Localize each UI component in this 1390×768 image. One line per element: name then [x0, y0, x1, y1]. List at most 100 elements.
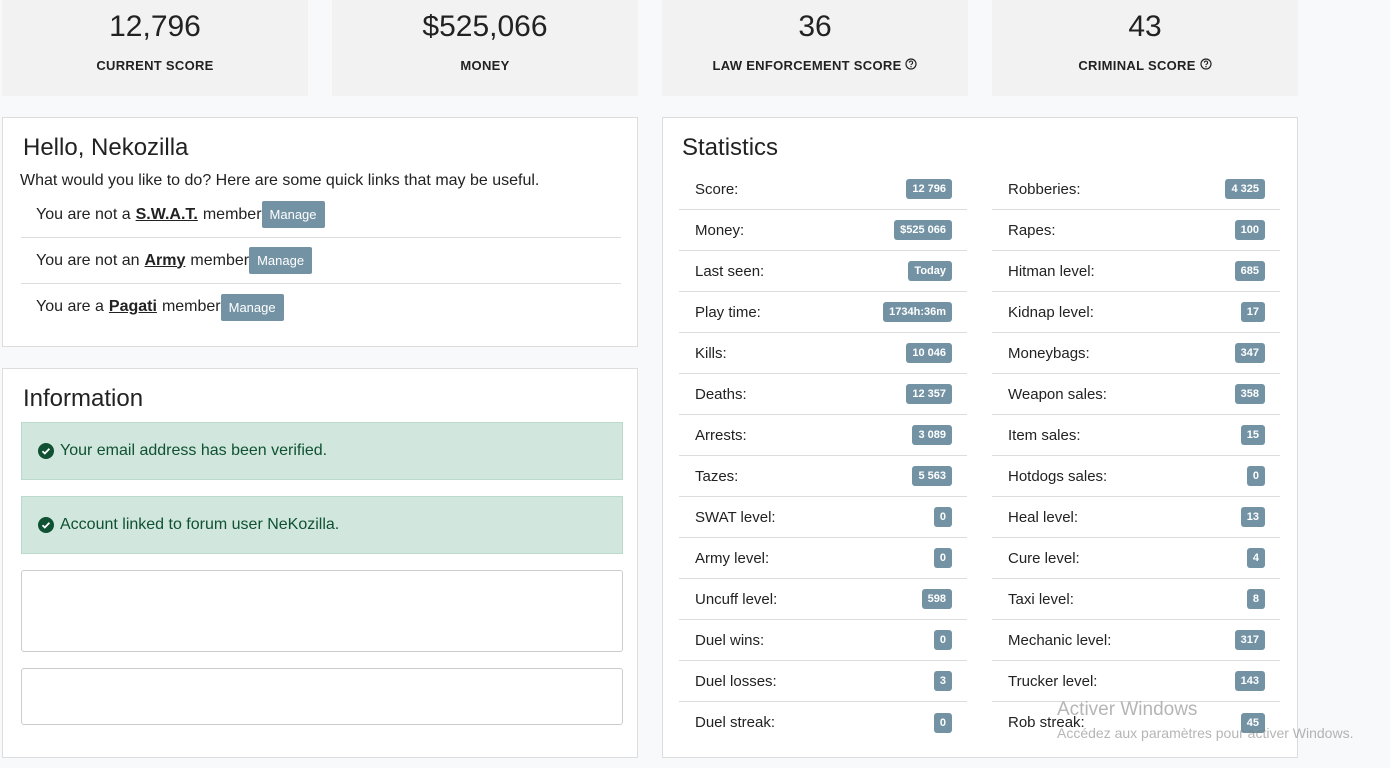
blurred-box	[21, 668, 623, 725]
watermark-text: Accédez aux paramètres pour activer Wind…	[1057, 725, 1354, 741]
stat-badge: 598	[921, 589, 952, 609]
stat-row: Play time: 1734h:36m	[679, 292, 967, 333]
stat-badge: 347	[1234, 343, 1265, 363]
stat-badge: $525 066	[894, 220, 952, 240]
stat-label: SWAT level:	[695, 508, 776, 526]
watermark-title: Activer Windows	[1057, 699, 1198, 720]
stat-row: Robberies: 4 325	[992, 169, 1280, 210]
stat-row: Hitman level: 685	[992, 251, 1280, 292]
welcome-title: Hello, Nekozilla	[23, 134, 189, 161]
statistics-panel: Statistics Score: 12 796 Money: $525 066 Las…	[662, 117, 1298, 758]
stat-row: Uncuff level: 598	[679, 579, 967, 620]
welcome-panel: Hello, Nekozilla What would you like to …	[2, 117, 638, 347]
membership-prefix: You are not a	[36, 205, 131, 223]
stat-label: Hitman level:	[1008, 262, 1095, 280]
card-label: LAW ENFORCEMENT SCORE	[662, 58, 968, 73]
check-icon	[38, 517, 54, 533]
stat-badge: 0	[933, 630, 952, 650]
stat-badge: 13	[1240, 507, 1265, 527]
stat-label: Duel streak:	[695, 714, 776, 731]
stat-label: Kills:	[695, 344, 727, 362]
membership-row: You are a Pagati member Manage	[21, 284, 621, 330]
card-value: 36	[798, 10, 832, 43]
help-icon[interactable]	[1200, 58, 1212, 70]
stat-row: Money: $525 066	[679, 210, 967, 251]
card-value: 12,796	[109, 10, 201, 43]
stat-label: Arrests:	[695, 426, 747, 444]
stat-label: Money:	[695, 221, 745, 239]
stat-badge: 0	[933, 507, 952, 527]
stat-row: Last seen: Today	[679, 251, 967, 292]
stat-row: Kidnap level: 17	[992, 292, 1280, 333]
stat-label: Rapes:	[1008, 221, 1056, 239]
stat-row: Weapon sales: 358	[992, 374, 1280, 415]
alert-text: Account linked to forum user NeKozilla.	[60, 516, 340, 533]
alert-text: Your email address has been verified.	[60, 442, 328, 459]
stat-row: Score: 12 796	[679, 169, 967, 210]
group-link[interactable]: S.W.A.T.	[135, 205, 198, 223]
stat-badge: 3 089	[912, 425, 952, 445]
stat-row: SWAT level: 0	[679, 497, 967, 538]
stat-label: Moneybags:	[1008, 344, 1090, 362]
stat-row: Item sales: 15	[992, 415, 1280, 456]
blurred-box	[21, 570, 623, 652]
statistics-title: Statistics	[682, 134, 779, 161]
stat-badge: 12 796	[906, 179, 952, 199]
card-value: 43	[1128, 10, 1162, 43]
help-icon[interactable]	[905, 58, 918, 70]
stat-label: Rob streak:	[1008, 714, 1085, 731]
stat-badge: 4	[1246, 548, 1265, 568]
score-card: 36 LAW ENFORCEMENT SCORE	[662, 0, 968, 96]
manage-button[interactable]: Manage	[249, 247, 313, 274]
stat-badge: 12 357	[906, 384, 952, 404]
welcome-subtitle: What would you like to do? Here are some…	[20, 172, 540, 189]
stat-badge: 10 046	[906, 343, 952, 363]
membership-prefix: You are not an	[36, 251, 140, 269]
manage-button[interactable]: Manage	[261, 201, 325, 228]
alert-success: Your email address has been verified.	[21, 422, 623, 480]
stat-badge: 100	[1234, 220, 1265, 240]
stat-label: Hotdogs sales:	[1008, 467, 1108, 485]
stat-badge: 1734h:36m	[883, 302, 952, 322]
group-link[interactable]: Army	[144, 251, 186, 269]
stat-row: Hotdogs sales: 0	[992, 456, 1280, 497]
stat-label: Score:	[695, 180, 739, 198]
stat-row: Rob streak: 45	[992, 702, 1280, 743]
stat-row: Cure level: 4	[992, 538, 1280, 579]
stat-badge: 685	[1234, 261, 1265, 281]
stat-badge: 17	[1240, 302, 1265, 322]
stat-badge: 45	[1240, 712, 1265, 733]
stat-label: Cure level:	[1008, 549, 1080, 567]
stat-badge: 15	[1240, 425, 1265, 445]
score-card: $525,066 MONEY	[332, 0, 638, 96]
stat-label: Army level:	[695, 549, 770, 567]
stat-row: Rapes: 100	[992, 210, 1280, 251]
stat-row: Tazes: 5 563	[679, 456, 967, 497]
membership-suffix: member	[202, 205, 262, 223]
stat-label: Tazes:	[695, 467, 739, 485]
stat-badge: 317	[1234, 630, 1265, 650]
membership-suffix: member	[190, 251, 250, 269]
stat-label: Duel losses:	[695, 672, 777, 690]
stat-badge: 5 563	[912, 466, 952, 486]
information-title: Information	[23, 385, 144, 412]
group-link[interactable]: Pagati	[108, 298, 157, 315]
stat-badge: 8	[1246, 589, 1265, 609]
stat-badge: 143	[1234, 671, 1265, 691]
stat-badge: 3	[933, 671, 952, 691]
stat-label: Item sales:	[1008, 426, 1081, 444]
stat-row: Kills: 10 046	[679, 333, 967, 374]
check-icon	[38, 443, 54, 459]
card-label: CURRENT SCORE	[96, 58, 214, 73]
membership-prefix: You are a	[36, 298, 104, 315]
manage-button[interactable]: Manage	[220, 293, 284, 321]
stat-badge: 0	[933, 712, 952, 733]
membership-row: You are not a S.W.A.T. member Manage	[21, 192, 621, 238]
score-card: 12,796 CURRENT SCORE	[2, 0, 308, 96]
card-label-text: LAW ENFORCEMENT SCORE	[712, 58, 902, 73]
card-label-text: CRIMINAL SCORE	[1078, 58, 1196, 73]
score-card: 43 CRIMINAL SCORE	[992, 0, 1298, 96]
stat-row: Deaths: 12 357	[679, 374, 967, 415]
card-value: $525,066	[422, 10, 548, 43]
stat-row: Taxi level: 8	[992, 579, 1280, 620]
